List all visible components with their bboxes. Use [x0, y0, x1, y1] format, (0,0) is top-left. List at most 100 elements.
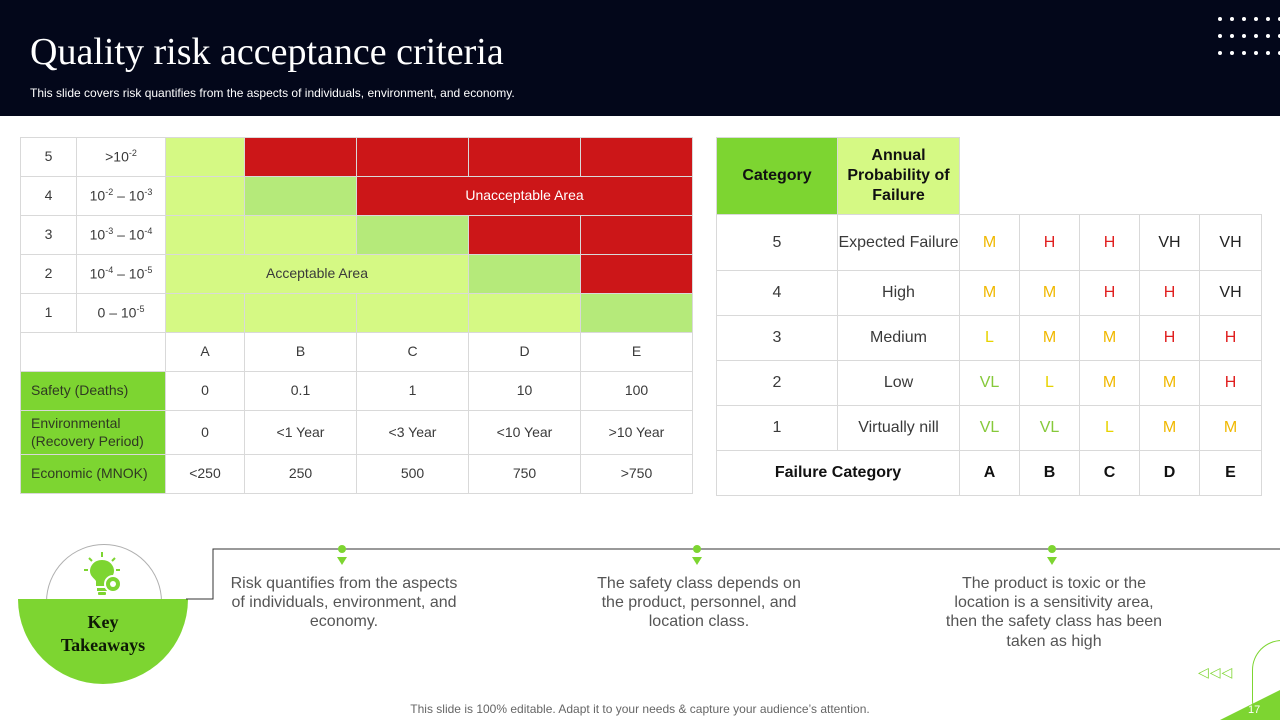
category-letter: D	[1139, 450, 1200, 496]
rating-cell: M	[959, 270, 1020, 316]
matrix-cell	[165, 215, 245, 255]
category-letter: A	[959, 450, 1020, 496]
consequence-value: <250	[165, 454, 245, 494]
rating-cell: L	[1079, 405, 1140, 451]
takeaway-point-3: The product is toxic or the location is …	[945, 575, 1163, 650]
page-number: 17	[1248, 704, 1261, 716]
consequence-row-environmental: Environmental (Recovery Period) 0 <1 Yea…	[20, 410, 693, 455]
consequence-value: 1	[356, 371, 469, 411]
consequence-row-safety: Safety (Deaths) 0 0.1 1 10 100	[20, 371, 693, 411]
matrix-row-2: 2 10-4 – 10-5 Acceptable Area	[20, 254, 693, 294]
matrix-row-5: 5 >10-2	[20, 137, 693, 177]
rating-cell: VH	[1198, 214, 1263, 271]
consequence-value: 750	[468, 454, 581, 494]
matrix-corner	[20, 332, 166, 372]
rating-cell: L	[959, 315, 1020, 361]
matrix-cell	[580, 137, 693, 177]
corner-triangle-decoration	[1220, 690, 1280, 720]
probability-range: 10-4 – 10-5	[76, 254, 166, 294]
back-arrows-icon: ◁◁◁	[1198, 664, 1234, 680]
failure-category-row: Failure Category A B C D E	[716, 450, 1263, 496]
column-label: D	[468, 332, 581, 372]
header-band: Quality risk acceptance criteria This sl…	[0, 0, 1280, 116]
rating-cell: VL	[1019, 405, 1080, 451]
column-label: B	[244, 332, 357, 372]
matrix-cell	[356, 215, 469, 255]
failure-row-2: 2 Low VL L M M H	[716, 360, 1263, 406]
rating-cell: H	[1139, 315, 1200, 361]
row-label: Virtually nill	[837, 405, 960, 451]
rating-cell: VL	[959, 360, 1020, 406]
matrix-cell	[244, 215, 357, 255]
row-number: 3	[20, 215, 77, 255]
consequence-value: 250	[244, 454, 357, 494]
matrix-cell	[165, 293, 245, 333]
matrix-cell	[580, 293, 693, 333]
failure-category-label: Failure Category	[716, 450, 960, 496]
row-label: High	[837, 270, 960, 316]
row-number: 5	[20, 137, 77, 177]
column-label: E	[580, 332, 693, 372]
rating-cell: M	[1079, 315, 1140, 361]
takeaway-point-2: The safety class depends on the product,…	[597, 575, 801, 631]
matrix-row-3: 3 10-3 – 10-4	[20, 215, 693, 255]
matrix-cell	[244, 293, 357, 333]
acceptable-area-label: Acceptable Area	[165, 254, 469, 294]
probability-range: 0 – 10-5	[76, 293, 166, 333]
failure-table-header: Category Annual Probability of Failure	[716, 137, 1262, 215]
takeaways-connector	[186, 545, 1280, 600]
rating-cell: M	[1198, 405, 1263, 451]
rating-cell: H	[1079, 214, 1140, 271]
rating-cell: H	[1139, 270, 1200, 316]
consequence-label: Economic (MNOK)	[20, 454, 166, 494]
matrix-cell	[244, 176, 357, 216]
consequence-value: 0	[165, 371, 245, 411]
column-label: C	[356, 332, 469, 372]
failure-row-4: 4 High M M H H VH	[716, 270, 1263, 316]
takeaways-title-line1: Key	[87, 612, 119, 632]
matrix-row-4: 4 10-2 – 10-3 Unacceptable Area	[20, 176, 693, 216]
row-number: 5	[716, 214, 838, 271]
consequence-value: <3 Year	[356, 410, 469, 455]
matrix-row-1: 1 0 – 10-5	[20, 293, 693, 333]
decorative-dots-icon	[1218, 17, 1280, 55]
rating-cell: M	[1139, 360, 1200, 406]
row-number: 1	[716, 405, 838, 451]
failure-probability-table: Category Annual Probability of Failure 5…	[716, 137, 1263, 496]
unacceptable-area-label: Unacceptable Area	[356, 176, 693, 216]
failure-row-5: 5 Expected Failure M H H VH VH	[716, 214, 1263, 271]
footer-note: This slide is 100% editable. Adapt it to…	[410, 702, 870, 716]
consequence-value: 0	[165, 410, 245, 455]
row-label: Medium	[837, 315, 960, 361]
matrix-cell	[165, 176, 245, 216]
rating-cell: M	[959, 214, 1020, 271]
page-subtitle: This slide covers risk quantifies from t…	[30, 86, 515, 100]
matrix-cell	[468, 137, 581, 177]
consequence-value: <1 Year	[244, 410, 357, 455]
row-label: Low	[837, 360, 960, 406]
column-label: A	[165, 332, 245, 372]
rating-cell: M	[1139, 405, 1200, 451]
rating-cell: VL	[959, 405, 1020, 451]
rating-cell: VH	[1139, 214, 1200, 271]
rating-cell: L	[1019, 360, 1080, 406]
row-number: 3	[716, 315, 838, 361]
consequence-value: >750	[580, 454, 693, 494]
rating-cell: H	[1079, 270, 1140, 316]
consequence-label: Safety (Deaths)	[20, 371, 166, 411]
category-letter: B	[1019, 450, 1080, 496]
probability-range: 10-3 – 10-4	[76, 215, 166, 255]
matrix-cell	[356, 293, 469, 333]
risk-acceptance-matrix: 5 >10-2 4 10-2 – 10-3 Unacceptable Area …	[20, 137, 693, 494]
row-number: 4	[716, 270, 838, 316]
rating-cell: M	[1079, 360, 1140, 406]
header-spacer	[959, 137, 1262, 215]
probability-range: >10-2	[76, 137, 166, 177]
matrix-cell	[165, 137, 245, 177]
consequence-value: 10	[468, 371, 581, 411]
matrix-column-labels: A B C D E	[20, 332, 693, 372]
consequence-value: >10 Year	[580, 410, 693, 455]
takeaways-title: Key Takeaways	[18, 611, 188, 656]
matrix-cell	[356, 137, 469, 177]
probability-header: Annual Probability of Failure	[837, 137, 960, 215]
